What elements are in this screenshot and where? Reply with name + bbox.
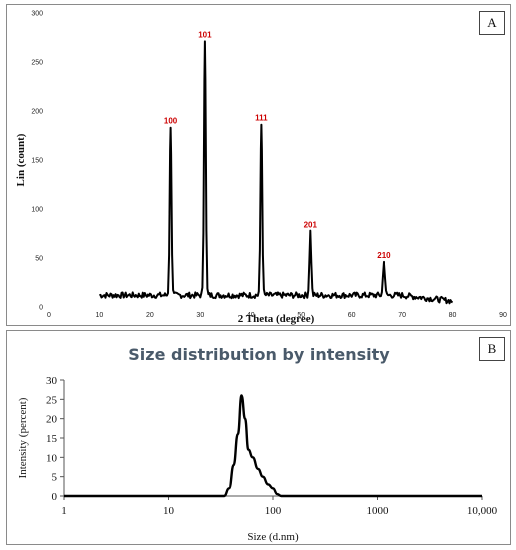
y-tick-label: 150 [31, 158, 43, 165]
x-tick-label: 10 [96, 312, 104, 319]
x-tick-label: 70 [398, 312, 406, 319]
y-tick-label: 200 [31, 109, 43, 116]
x-tick-label: 40 [247, 312, 255, 319]
peak-label: 111 [255, 114, 268, 123]
x-tick-label: 10,000 [467, 505, 498, 517]
x-tick-label: 80 [449, 312, 457, 319]
xrd-series-line [99, 40, 454, 305]
y-tick-label: 30 [46, 375, 58, 387]
panel-label-b: B [479, 337, 505, 361]
y-tick-label: 0 [52, 491, 58, 503]
y-tick-label: 300 [31, 11, 43, 18]
y-tick-label: 25 [46, 394, 58, 406]
xrd-chart: 0 50 100 150 200 250 300 0 10 20 30 40 50 60 70 80 90 100… [15, 11, 507, 326]
y-tick-label: 15 [46, 433, 58, 445]
x-tick-label: 90 [499, 312, 507, 319]
x-tick-label: 20 [146, 312, 154, 319]
peak-label: 101 [198, 30, 212, 39]
y-tick-label: 250 [31, 60, 43, 67]
chart-title: Size distribution by intensity [128, 345, 390, 364]
xrd-panel: 0 50 100 150 200 250 300 0 10 20 30 40 50 60 70 80 90 100… [6, 4, 511, 326]
panel-label-a: A [479, 11, 505, 35]
x-tick-label: 1000 [367, 505, 390, 517]
x-axis-title: 2 Theta (degree) [238, 313, 315, 325]
x-tick-label: 100 [265, 505, 282, 517]
y-tick-label: 50 [35, 256, 43, 263]
x-tick-label: 0 [47, 312, 51, 319]
peak-label: 201 [304, 221, 318, 230]
y-axis-title: Intensity (percent) [17, 397, 29, 478]
x-axis-title: Size (d.nm) [247, 531, 299, 543]
x-tick-label: 50 [297, 312, 305, 319]
size-distribution-line [64, 394, 482, 498]
y-axis-title: Lin (count) [15, 133, 27, 186]
y-tick-label: 100 [31, 207, 43, 214]
peak-label: 210 [377, 251, 391, 260]
x-tick-label: 60 [348, 312, 356, 319]
peak-label: 100 [164, 117, 178, 126]
y-tick-label: 0 [39, 305, 43, 312]
x-tick-label: 10 [163, 505, 175, 517]
y-tick-label: 10 [46, 452, 58, 464]
size-distribution-panel: Size distribution by intensity 0 5 10 15 20 25… [6, 330, 511, 545]
x-tick-label: 1 [61, 505, 67, 517]
y-tick-label: 5 [52, 472, 58, 484]
y-tick-label: 20 [46, 414, 58, 426]
size-distribution-chart: Size distribution by intensity 0 5 10 15 20 25… [17, 345, 498, 543]
x-tick-label: 30 [196, 312, 204, 319]
